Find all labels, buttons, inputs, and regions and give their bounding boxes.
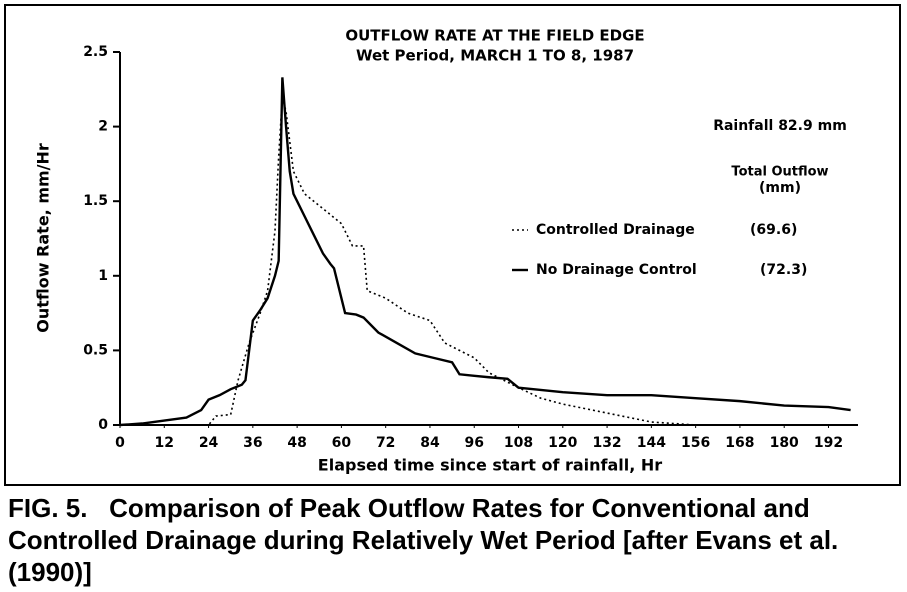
x-tick-label: 24 (199, 435, 219, 451)
series-line (119, 77, 851, 427)
x-tick-label: 48 (287, 435, 306, 451)
y-tick-label: 2 (98, 119, 108, 135)
x-tick-label: 84 (420, 435, 440, 451)
chart-subtitle: Wet Period, MARCH 1 TO 8, 1987 (356, 47, 634, 65)
y-tick-label: 1 (98, 268, 108, 284)
x-tick-label: 192 (814, 435, 843, 451)
x-tick-label: 0 (115, 435, 125, 451)
x-tick-label: 156 (681, 435, 710, 451)
x-tick-label: 144 (637, 435, 666, 451)
annotation: (mm) (759, 180, 801, 196)
legend-total: (72.3) (760, 262, 807, 278)
y-tick-label: 0.5 (83, 342, 108, 358)
x-tick-label: 108 (504, 435, 533, 451)
annotation: Rainfall 82.9 mm (713, 118, 847, 134)
y-tick-label: 2.5 (83, 44, 108, 60)
x-tick-label: 132 (592, 435, 621, 451)
x-axis-label: Elapsed time since start of rainfall, Hr (318, 456, 663, 475)
x-tick-label: 12 (155, 435, 174, 451)
chart-title: OUTFLOW RATE AT THE FIELD EDGE (345, 27, 644, 45)
x-tick-label: 120 (548, 435, 577, 451)
x-tick-label: 168 (725, 435, 754, 451)
legend-total: (69.6) (750, 222, 797, 238)
caption: FIG. 5. Comparison of Peak Outflow Rates… (8, 493, 846, 587)
x-tick-label: 180 (770, 435, 799, 451)
chart: OUTFLOW RATE AT THE FIELD EDGE Wet Perio… (4, 4, 901, 486)
annotation: Total Outflow (731, 165, 828, 180)
legend-label: No Drainage Control (536, 262, 697, 278)
x-tick-label: 60 (332, 435, 352, 451)
series-line (120, 96, 851, 426)
x-tick-label: 36 (243, 435, 262, 451)
legend-label: Controlled Drainage (536, 222, 695, 238)
y-tick-label: 0 (98, 417, 108, 433)
x-tick-label: 96 (464, 435, 483, 451)
x-tick-label: 72 (376, 435, 395, 451)
frame (4, 4, 901, 486)
y-tick-label: 1.5 (83, 193, 108, 209)
y-axis-label: Outflow Rate, mm/Hr (34, 143, 53, 333)
